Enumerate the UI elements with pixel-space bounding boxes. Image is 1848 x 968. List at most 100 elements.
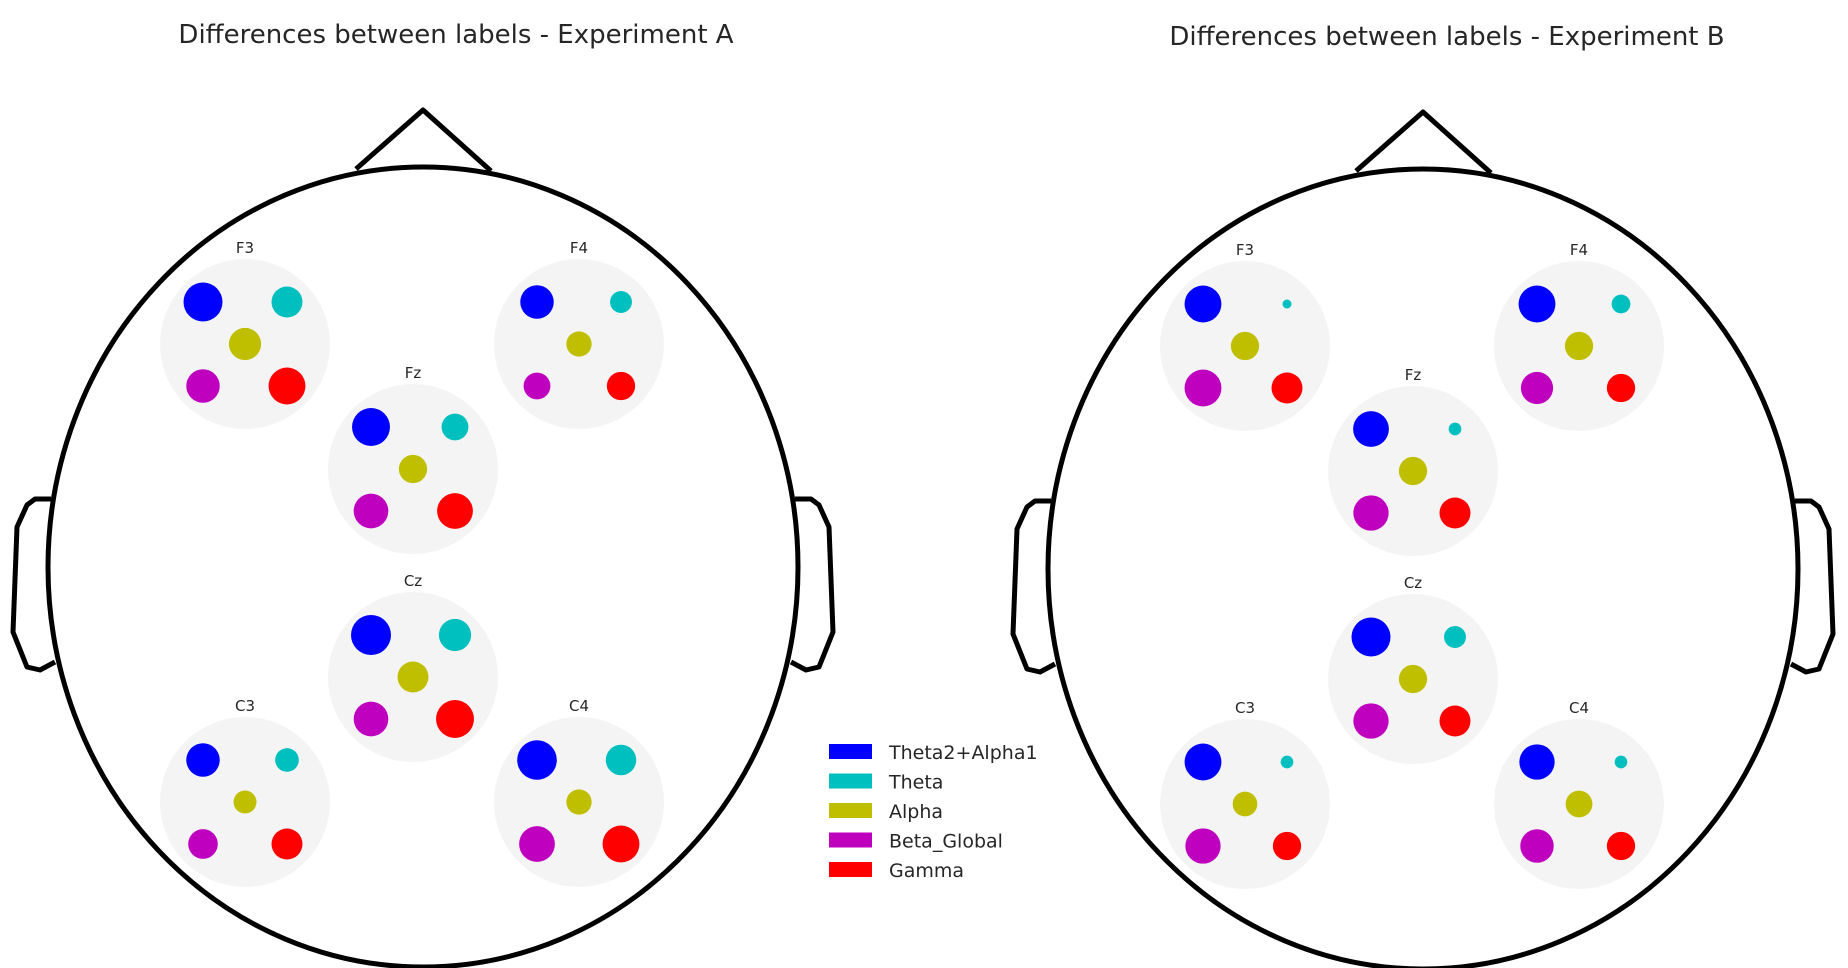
dot-beta-global (1353, 495, 1389, 531)
legend-label: Theta2+Alpha1 (888, 742, 1038, 764)
dot-theta (605, 744, 637, 776)
electrode-clusters: F3 F4 Fz Cz C3 C4 F3 F4 Fz Cz C3 C4 (160, 239, 1664, 889)
electrode-label: F3 (236, 239, 254, 257)
dot-gamma (1439, 705, 1471, 737)
dot-theta (1611, 294, 1631, 314)
electrode-c3-a: C3 (160, 697, 330, 887)
dot-gamma (437, 493, 473, 529)
dot-alpha (228, 327, 262, 361)
panel-b-title: Differences between labels - Experiment … (1169, 22, 1724, 52)
legend-swatch (829, 803, 872, 818)
electrode-f3-a: F3 (160, 239, 330, 429)
dot-theta2-alpha1 (1351, 617, 1391, 657)
electrode-f3-b: F3 (1160, 241, 1330, 431)
dot-gamma (1439, 497, 1471, 529)
dot-gamma (1272, 831, 1302, 861)
legend-item: Beta_Global (829, 831, 1003, 853)
electrode-c4-b: C4 (1494, 699, 1664, 889)
electrode-label: C3 (1235, 699, 1255, 717)
dot-alpha (1564, 331, 1594, 361)
dot-theta (275, 748, 299, 772)
dot-theta2-alpha1 (351, 615, 391, 655)
legend-swatch (829, 744, 872, 759)
dot-alpha (1398, 456, 1428, 486)
electrode-c4-a: C4 (494, 697, 664, 887)
legend-item: Theta2+Alpha1 (829, 742, 1038, 764)
legend-item: Theta (829, 772, 943, 794)
dot-theta2-alpha1 (186, 743, 220, 777)
electrode-label: F4 (1570, 241, 1588, 259)
dot-theta (441, 413, 469, 441)
dot-beta-global (1185, 828, 1221, 864)
electrode-cz-a: Cz (328, 572, 498, 762)
legend-swatch (829, 862, 872, 877)
dot-gamma (268, 367, 306, 405)
dot-alpha (1398, 664, 1428, 694)
dot-beta-global (523, 372, 551, 400)
dot-alpha (1232, 791, 1258, 817)
dot-theta2-alpha1 (1353, 411, 1389, 447)
dot-theta2-alpha1 (520, 285, 554, 319)
dot-beta-global (353, 701, 389, 737)
dot-alpha (1230, 331, 1260, 361)
head-b (1010, 109, 1836, 968)
dot-theta2-alpha1 (352, 408, 390, 446)
legend: Theta2+Alpha1 Theta Alpha Beta_Global Gamma (829, 742, 1038, 882)
dot-theta (1280, 755, 1294, 769)
electrode-cz-b: Cz (1328, 574, 1498, 764)
dot-theta2-alpha1 (183, 282, 223, 322)
right-ear-b (1789, 498, 1836, 675)
dot-alpha (398, 454, 428, 484)
left-ear-a (10, 496, 57, 673)
dot-gamma (271, 828, 303, 860)
dot-gamma (1271, 372, 1303, 404)
legend-item: Alpha (829, 801, 943, 823)
electrode-label: C4 (569, 697, 589, 715)
nose-a (354, 107, 493, 173)
dot-gamma (1606, 373, 1636, 403)
dot-alpha (566, 789, 592, 815)
legend-label: Gamma (889, 860, 964, 882)
dot-alpha (1565, 790, 1593, 818)
legend-item: Gamma (829, 860, 964, 882)
dot-theta (1444, 626, 1466, 648)
dot-theta (610, 291, 632, 313)
legend-label: Alpha (889, 801, 943, 823)
legend-swatch (829, 832, 872, 848)
electrode-c3-b: C3 (1160, 699, 1330, 889)
dot-theta2-alpha1 (1519, 744, 1555, 780)
dot-beta-global (519, 826, 555, 862)
electrode-label: Fz (405, 364, 422, 382)
dot-theta2-alpha1 (1518, 285, 1556, 323)
electrode-label: Fz (1405, 366, 1422, 384)
dot-alpha (566, 331, 592, 357)
legend-label: Theta (888, 772, 943, 794)
dot-gamma (1606, 831, 1636, 861)
dot-theta2-alpha1 (1184, 743, 1222, 781)
electrode-label: F3 (1236, 241, 1254, 259)
legend-swatch (829, 773, 872, 789)
dot-alpha (233, 790, 257, 814)
dot-theta (271, 286, 303, 318)
dot-beta-global (1353, 703, 1389, 739)
dot-beta-global (1184, 369, 1222, 407)
dot-alpha (397, 661, 429, 693)
left-ear-b (1010, 498, 1057, 675)
electrode-f4-a: F4 (494, 239, 664, 429)
dot-beta-global (1520, 829, 1554, 863)
dot-theta2-alpha1 (1184, 285, 1222, 323)
electrode-label: C4 (1569, 699, 1589, 717)
dot-theta (1448, 422, 1462, 436)
dot-theta (438, 618, 472, 652)
electrode-label: Cz (404, 572, 422, 590)
right-ear-a (789, 496, 836, 673)
dot-beta-global (188, 829, 218, 859)
electrode-label: C3 (235, 697, 255, 715)
dot-gamma (602, 825, 640, 863)
dot-gamma (436, 700, 474, 738)
dot-beta-global (186, 369, 220, 403)
electrode-label: Cz (1404, 574, 1422, 592)
head-a (10, 107, 836, 968)
